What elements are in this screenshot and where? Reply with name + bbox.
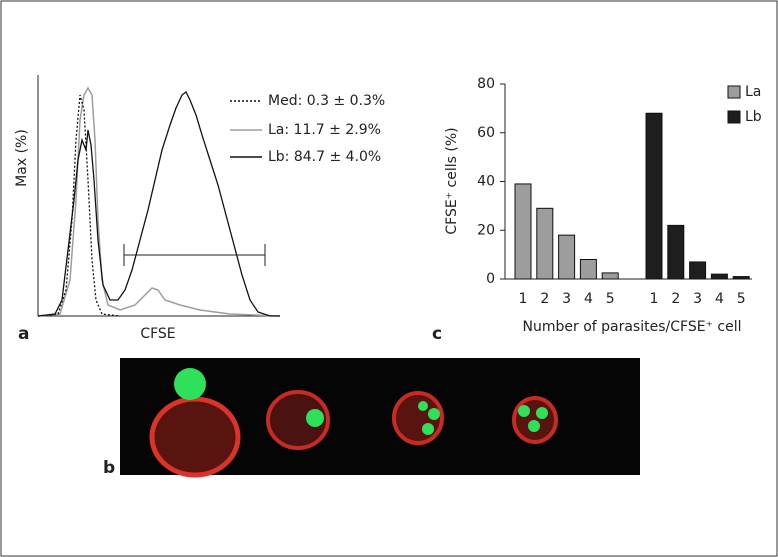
x-tick-label: 2 [540, 291, 549, 307]
legend-text: La [745, 84, 761, 100]
lb-curve [37, 91, 280, 317]
y-tick-label: 20 [477, 222, 495, 238]
med-curve [37, 94, 121, 317]
y-axis-label: Max (%) [14, 129, 30, 187]
x-tick-label: 3 [562, 291, 571, 307]
panel-letter: b [103, 458, 115, 478]
bar [710, 273, 728, 280]
x-tick-label: 1 [519, 291, 528, 307]
y-tick-label: 40 [477, 174, 495, 190]
y-axis-label: CFSE⁺ cells (%) [444, 127, 460, 234]
x-tick-label: 2 [671, 291, 680, 307]
bar [667, 224, 685, 280]
x-tick-label: 4 [715, 291, 724, 307]
x-tick-label: 1 [650, 291, 659, 307]
legend-text: Med: 0.3 ± 0.3% [268, 93, 385, 109]
panel-letter: a [18, 324, 29, 344]
histogram-panel [37, 75, 281, 317]
x-axis-label: CFSE [140, 326, 175, 342]
panel-letter: c [432, 324, 442, 344]
bar [558, 234, 576, 280]
x-tick-label: 5 [737, 291, 746, 307]
bar [689, 261, 707, 280]
y-tick-label: 60 [477, 125, 495, 141]
x-axis-label: Number of parasites/CFSE⁺ cell [523, 319, 742, 335]
bar [601, 272, 619, 280]
bar [579, 259, 597, 280]
y-tick-label: 0 [486, 271, 495, 287]
legend-text: Lb [745, 109, 762, 125]
x-tick-label: 3 [693, 291, 702, 307]
legend-swatch [727, 110, 741, 124]
legend-text: La: 11.7 ± 2.9% [268, 122, 381, 138]
x-tick-label: 5 [606, 291, 615, 307]
x-tick-label: 4 [584, 291, 593, 307]
microscopy-image [120, 358, 640, 478]
bar [536, 207, 554, 280]
bar [514, 183, 532, 280]
legend-swatch [727, 85, 741, 99]
y-tick-label: 80 [477, 76, 495, 92]
bar [732, 276, 750, 280]
legend-text: Lb: 84.7 ± 4.0% [268, 149, 381, 165]
bar [645, 112, 663, 280]
